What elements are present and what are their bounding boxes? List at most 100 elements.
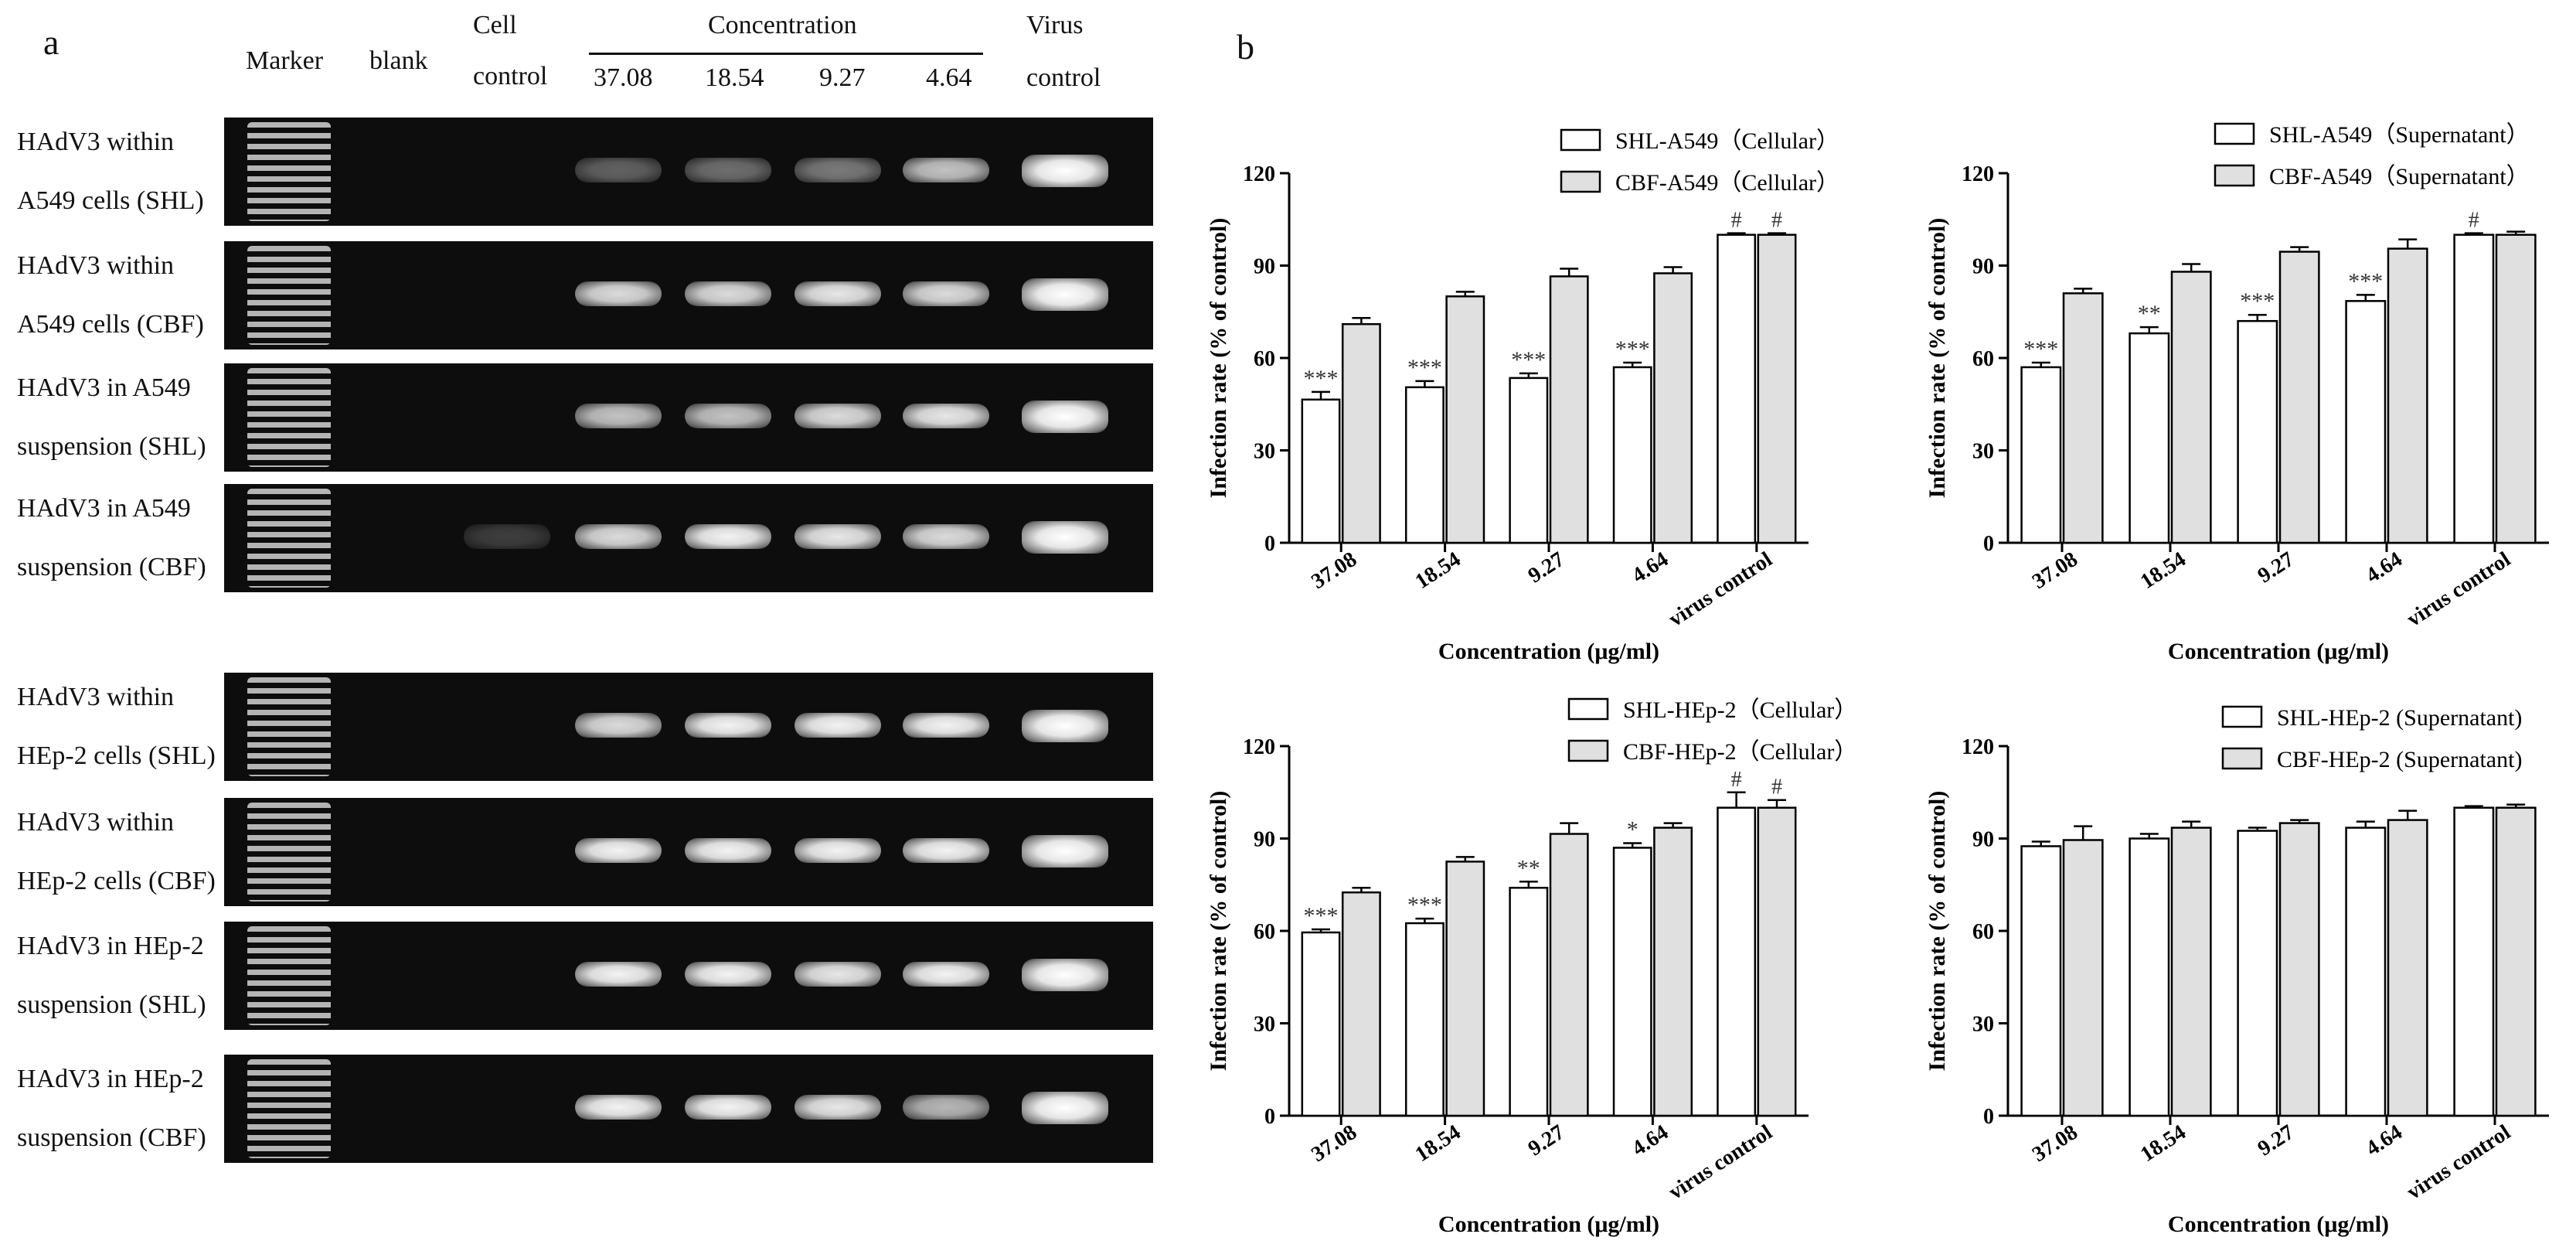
bar: [2170, 827, 2212, 1117]
gel-row-label-line1: HAdV3 in HEp-2: [17, 1065, 204, 1093]
gel-band: [1022, 521, 1108, 554]
y-tick-label: 60: [1254, 920, 1275, 944]
legend-swatch: [2214, 122, 2255, 145]
gel-image: [224, 798, 1153, 906]
significance-mark: ***: [1511, 347, 1546, 373]
x-tick-label: 18.54: [2136, 1120, 2190, 1167]
gel-band: [795, 524, 881, 549]
gel-band: [685, 962, 771, 987]
y-axis-title: Infection rate (% of control): [1924, 791, 1950, 1072]
x-tick-label: 18.54: [1411, 547, 1465, 594]
gel-image: [224, 484, 1153, 592]
marker-header: Marker: [246, 46, 324, 75]
y-axis-title: Infection rate (% of control): [1206, 791, 1231, 1072]
panel-a-letter: a: [43, 22, 60, 62]
bar: [1549, 275, 1589, 544]
x-tick-label: virus control: [2403, 547, 2515, 632]
gel-band: [903, 524, 989, 549]
x-tick-label: 18.54: [1411, 1120, 1465, 1167]
gel-row-label-line2: suspension (CBF): [17, 553, 206, 581]
gel-row-label-line1: HAdV3 within: [17, 683, 175, 711]
significance-mark: #: [1771, 209, 1782, 233]
y-tick-label: 30: [1254, 1013, 1275, 1037]
concentration-header: Concentration: [708, 11, 857, 39]
marker-ladder: [247, 803, 331, 902]
cell-control-header-line1: Cell: [473, 11, 517, 39]
x-tick-label: virus control: [1665, 1120, 1777, 1205]
x-axis-title: Concentration (μg/ml): [1438, 1212, 1659, 1237]
significance-mark: #: [1731, 768, 1742, 792]
gel-image: [224, 922, 1153, 1030]
gel-row-label-line2: A549 cells (SHL): [17, 186, 204, 215]
gel-band: [575, 1095, 662, 1120]
virus-control-header-line2: control: [1026, 63, 1101, 92]
gel-band: [575, 713, 662, 738]
legend-label: CBF-A549（Supernatant）: [2269, 164, 2530, 189]
y-tick-label: 30: [1972, 1013, 1994, 1037]
legend-label: CBF-A549（Cellular）: [1615, 170, 1839, 196]
bar: [2278, 822, 2320, 1117]
y-tick-label: 0: [1264, 532, 1275, 556]
bar: [2453, 806, 2495, 1117]
gel-band: [685, 1095, 771, 1120]
y-tick-label: 60: [1972, 920, 1994, 944]
bar: [2020, 366, 2062, 544]
bar: [1445, 861, 1485, 1117]
gel-band: [575, 404, 662, 428]
significance-mark: ***: [2348, 268, 2383, 294]
marker-ladder: [247, 677, 331, 776]
gel-band: [575, 962, 662, 987]
significance-mark: #: [1771, 775, 1782, 799]
y-tick-label: 90: [1254, 255, 1275, 279]
significance-mark: ***: [1304, 366, 1339, 391]
gel-image: [224, 118, 1153, 226]
gel-band: [685, 524, 771, 549]
virus-control-header-line1: Virus: [1026, 11, 1084, 39]
gel-band: [685, 838, 771, 863]
gel-band: [795, 281, 881, 306]
bar: [2062, 292, 2104, 544]
gel-band: [795, 1095, 881, 1120]
gel-row-label-line2: suspension (SHL): [17, 990, 206, 1019]
gel-image: [224, 241, 1153, 349]
x-tick-label: 4.64: [1628, 547, 1673, 588]
gel-band: [685, 281, 771, 306]
bar: [1341, 891, 1381, 1117]
bar-chart-1: 0 30 60 90 120 Infection rate (% of control) C…: [1206, 128, 1839, 664]
legend-label: SHL-HEp-2 (Supernatant): [2277, 705, 2522, 731]
marker-ladder: [247, 1059, 331, 1158]
significance-mark: **: [1517, 855, 1540, 881]
legend-swatch: [1560, 170, 1601, 193]
y-tick-label: 60: [1972, 347, 1994, 371]
panel-b-letter: b: [1237, 27, 1254, 66]
legend-label: SHL-A549（Supernatant）: [2269, 122, 2530, 148]
bar-chart-4: 0 30 60 90 120 Infection rate (% of control) C…: [1924, 705, 2549, 1237]
x-tick-label: 37.08: [2028, 547, 2082, 594]
y-tick-label: 0: [1983, 1105, 1994, 1129]
significance-mark: **: [2138, 301, 2161, 326]
conc-label-1: 37.08: [594, 63, 653, 92]
y-tick-label: 90: [1972, 255, 1994, 279]
bar: [2020, 845, 2062, 1117]
bar: [2345, 300, 2387, 544]
gel-band: [685, 404, 771, 428]
bar: [1404, 386, 1445, 544]
x-tick-label: 4.64: [1628, 1120, 1673, 1161]
gel-band: [903, 281, 989, 306]
gel-band: [903, 404, 989, 428]
bar: [1509, 377, 1549, 544]
y-tick-label: 0: [1264, 1105, 1275, 1129]
conc-label-4: 4.64: [926, 63, 972, 92]
significance-mark: #: [2469, 209, 2479, 233]
bar: [1445, 295, 1485, 544]
gel-row-label-line2: suspension (CBF): [17, 1123, 206, 1152]
x-tick-label: 9.27: [2254, 1120, 2299, 1161]
gel-row-label-line1: HAdV3 in A549: [17, 373, 191, 402]
legend-swatch: [1560, 128, 1601, 152]
gel-row-label-line2: suspension (SHL): [17, 432, 206, 461]
gel-band: [1022, 835, 1108, 868]
x-axis-title: Concentration (μg/ml): [2168, 1212, 2389, 1237]
y-tick-label: 120: [1962, 735, 1994, 759]
gel-band: [903, 158, 989, 182]
gel-band: [464, 524, 550, 549]
